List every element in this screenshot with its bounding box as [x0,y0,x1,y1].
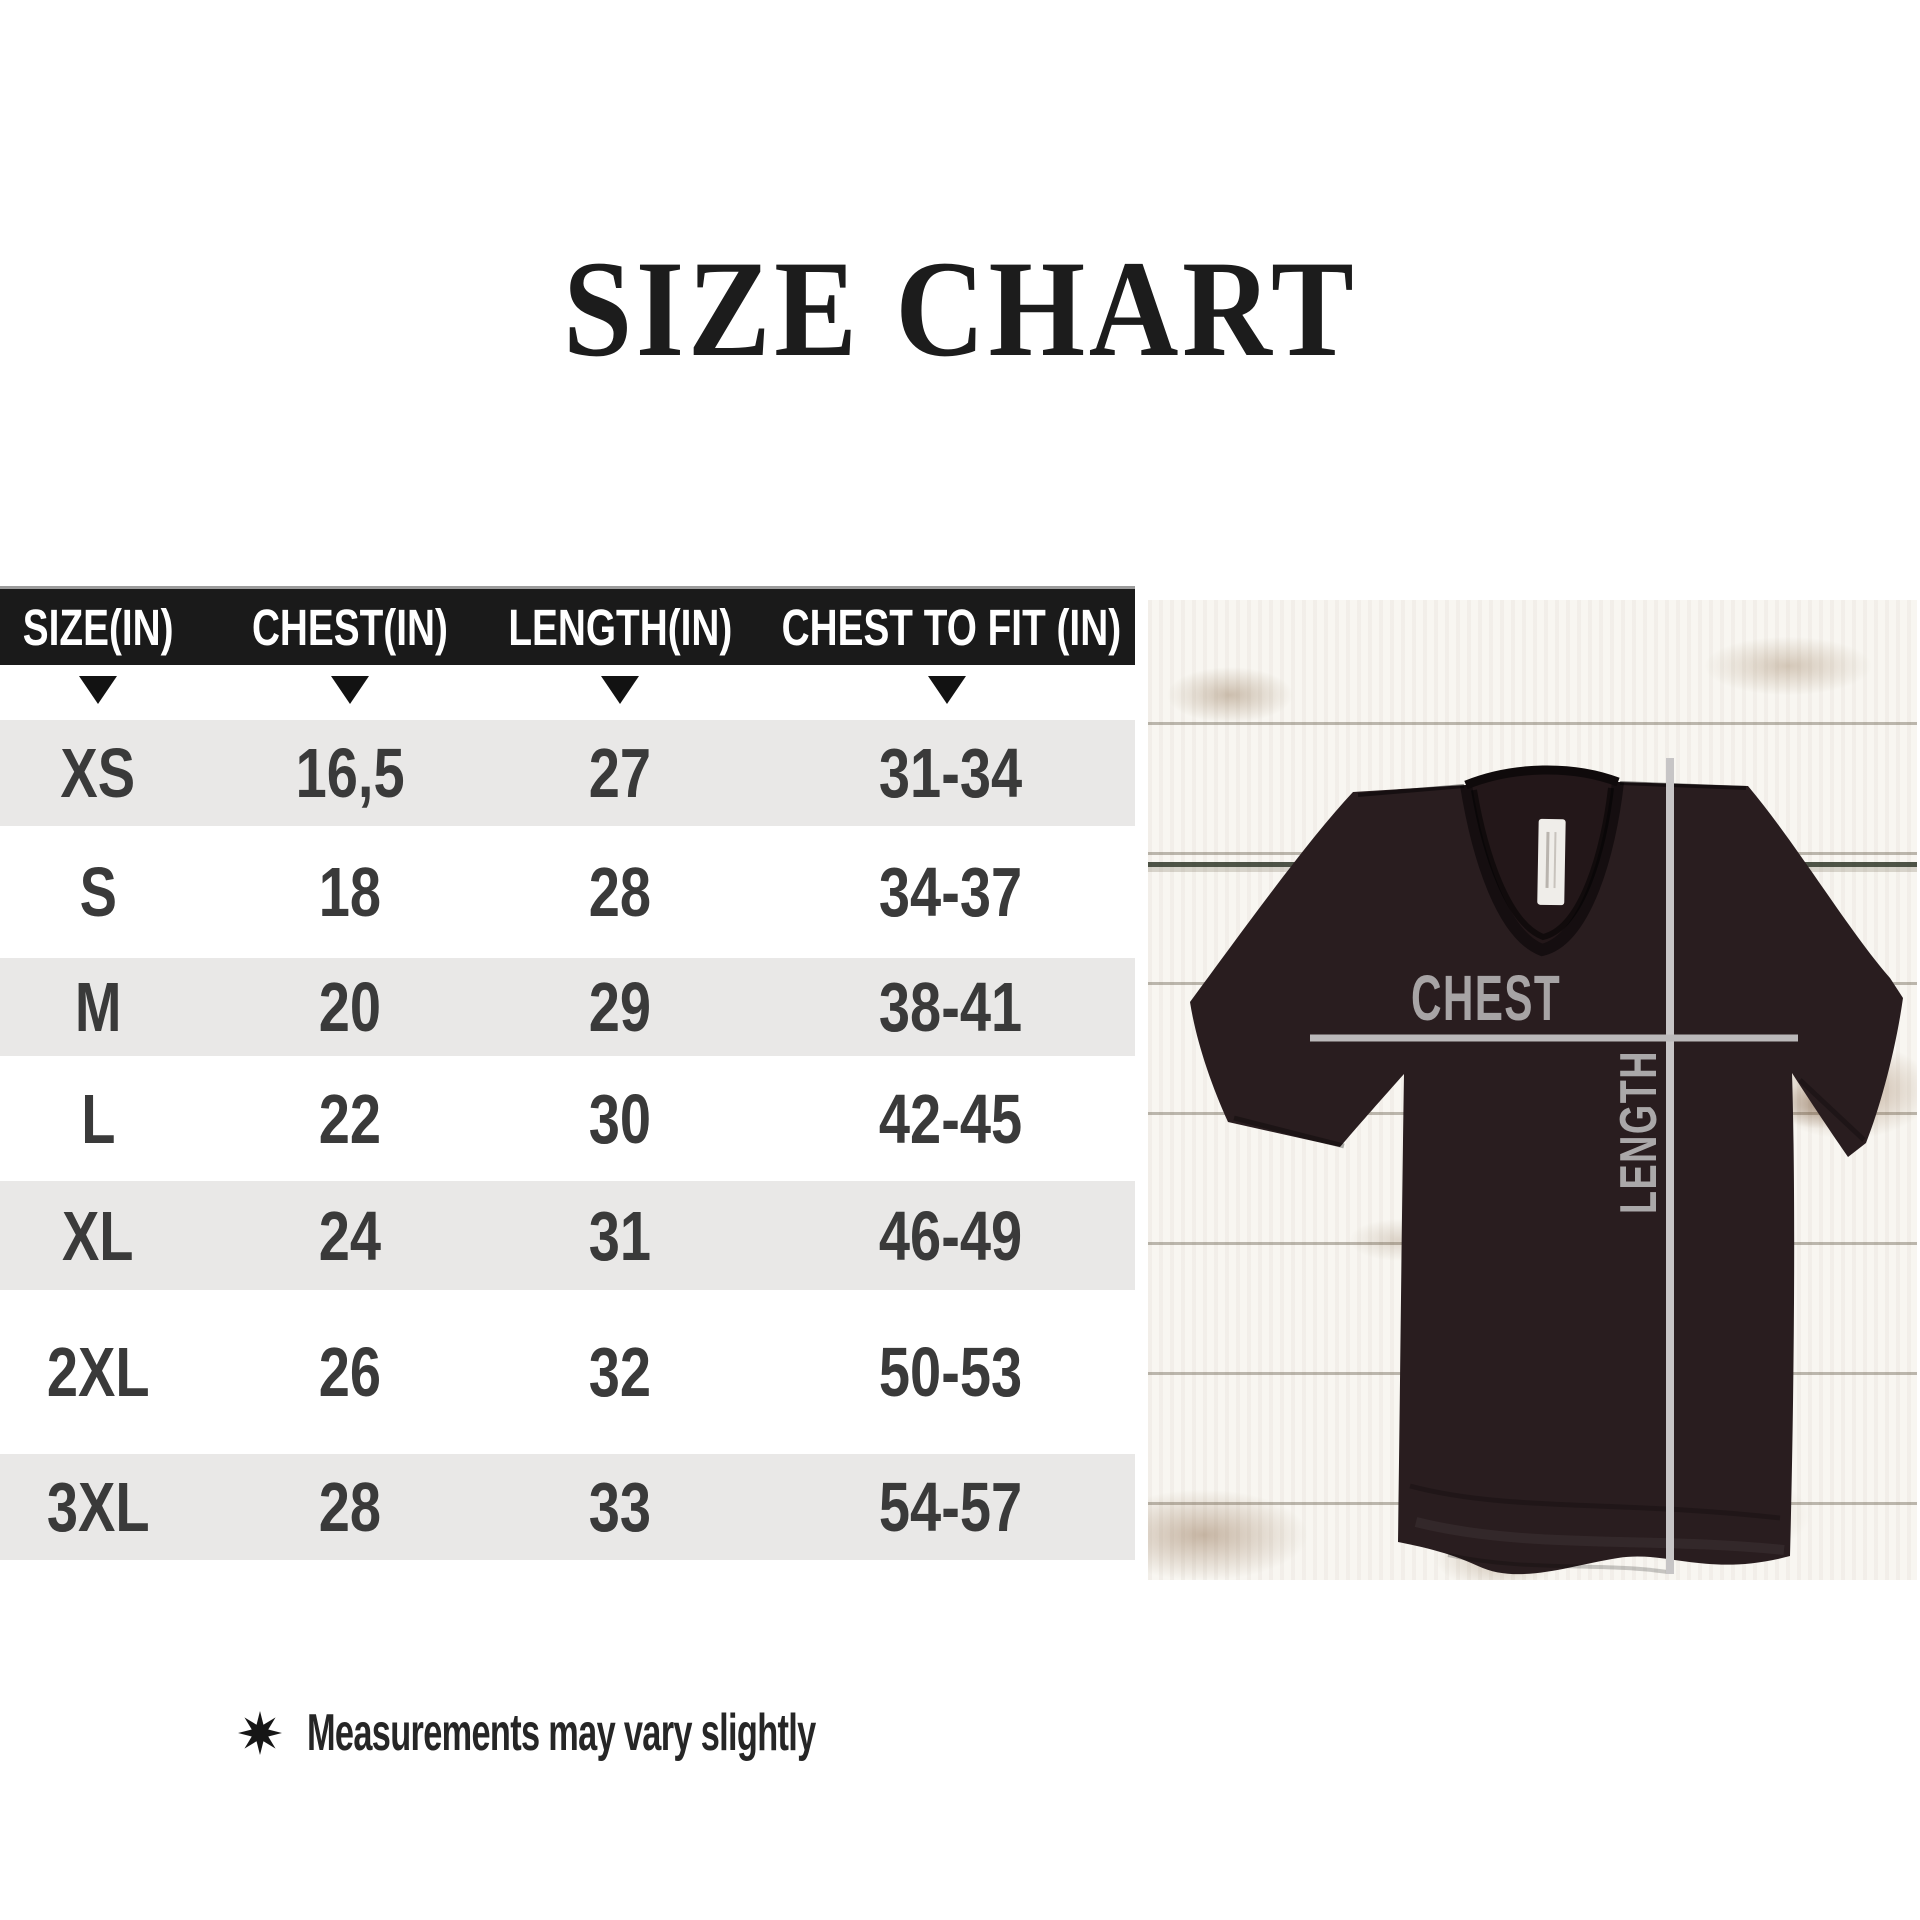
wrinkle [1414,1517,1785,1555]
size-cell: XS [60,734,136,812]
shoulder-seam-left [1357,784,1465,797]
tshirt-photo: CHEST LENGTH [1148,600,1917,1580]
fit-cell: 46-49 [879,1196,1023,1275]
length-cell: 33 [588,1468,652,1546]
size-cell: S [79,853,117,931]
shoulder-seam-right [1619,781,1747,790]
chest-label: CHEST [1411,962,1561,1034]
table-row-xs: XS 16,5 27 31-34 [0,720,1135,826]
chest-cell: 24 [318,1196,382,1275]
length-cell: 28 [588,853,652,931]
size-table: SIZE(IN) CHEST(IN) LENGTH(IN) CHEST TO F… [0,586,1135,1560]
tshirt-shape [1190,771,1903,1575]
length-cell: 31 [588,1196,652,1275]
measurement-note-text: Measurements may vary slightly [307,1704,816,1762]
fit-cell: 34-37 [879,853,1023,931]
size-cell: XL [62,1196,134,1275]
table-row-l: L 22 30 42-45 [0,1056,1135,1181]
table-header: SIZE(IN) CHEST(IN) LENGTH(IN) CHEST TO F… [0,586,1135,665]
size-cell: 3XL [46,1468,150,1546]
header-arrow-strip [0,665,1135,720]
chest-cell: 16,5 [295,734,405,812]
back-collar-line [1464,765,1620,790]
fit-cell: 50-53 [879,1333,1023,1411]
fit-cell: 38-41 [879,968,1023,1046]
page-title-text: SIZE CHART [562,232,1358,385]
length-cell: 27 [588,734,652,812]
chest-cell: 22 [318,1079,382,1158]
wrinkle [1447,1553,1669,1574]
table-row-2xl: 2XL 26 32 50-53 [0,1290,1135,1454]
page-title: SIZE CHART [0,240,1920,378]
table-row-xl: XL 24 31 46-49 [0,1181,1135,1290]
length-cell: 32 [588,1333,652,1411]
down-triangle-icon [79,676,117,704]
table-row-3xl: 3XL 28 33 54-57 [0,1454,1135,1560]
column-header-length: LENGTH(IN) [508,598,732,656]
neck-tag [1537,818,1566,906]
table-row-m: M 20 29 38-41 [0,958,1135,1056]
down-triangle-icon [601,676,639,704]
cuff-fold-left [1233,1115,1345,1149]
measurement-note: Measurements may vary slightly [237,1700,1078,1766]
tshirt-illustration: CHEST LENGTH [1190,758,1903,1575]
fit-cell: 42-45 [879,1079,1023,1158]
fit-cell: 54-57 [879,1468,1023,1546]
collar-inner-shadow [1471,787,1614,941]
column-header-size: SIZE(IN) [22,598,174,656]
size-cell: M [74,968,122,1046]
down-triangle-icon [331,676,369,704]
fit-cell: 31-34 [879,734,1023,812]
length-cell: 29 [588,968,652,1046]
wrinkle [1409,1483,1781,1521]
size-cell: 2XL [46,1333,150,1411]
length-cell: 30 [588,1079,652,1158]
down-triangle-icon [928,676,966,704]
chest-cell: 18 [318,853,382,931]
chest-cell: 20 [318,968,382,1046]
column-header-chest: CHEST(IN) [252,598,448,656]
starburst-icon [238,1711,282,1755]
chest-cell: 26 [318,1333,382,1411]
length-label: LENGTH [1610,1050,1668,1214]
size-cell: L [80,1079,116,1158]
collar-band [1460,781,1624,957]
table-row-s: S 18 28 34-37 [0,826,1135,958]
column-header-chest-to-fit: CHEST TO FIT (IN) [781,598,1121,656]
cuff-fold-right [1798,1078,1866,1142]
chest-cell: 28 [318,1468,382,1546]
